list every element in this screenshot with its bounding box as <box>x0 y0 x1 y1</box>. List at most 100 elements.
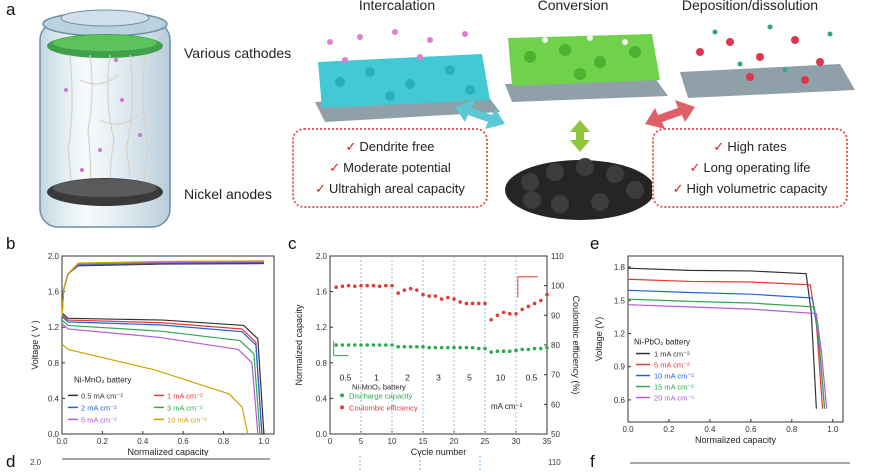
y-tick-label: 1.2 <box>316 323 328 332</box>
chart-d-tick-label: 2.0 <box>30 458 42 467</box>
y-tick-label: 1.2 <box>614 329 626 338</box>
x-tick-label: 0.6 <box>178 437 190 446</box>
efficiency-point <box>340 284 345 289</box>
capacity-point <box>334 343 338 347</box>
y-tick-label: 1.8 <box>614 263 626 272</box>
efficiency-point <box>346 283 351 288</box>
y-tick-label: 1.6 <box>316 288 328 297</box>
check-icon: ✓ <box>689 160 701 175</box>
conversion-slab <box>505 34 668 102</box>
y-tick-label: 0.0 <box>316 430 328 439</box>
efficiency-point <box>501 310 506 315</box>
y-tick-label: 1.2 <box>48 323 60 332</box>
legend-label: Discharge capacity <box>349 391 413 400</box>
legend-label: 10 mA cm⁻² <box>167 415 207 424</box>
legend-label: 5 mA cm⁻² <box>654 361 690 370</box>
legend-label: 1 mA cm⁻² <box>167 391 203 400</box>
x-tick-label: 0.0 <box>622 425 634 434</box>
y-tick-label: 2.0 <box>316 252 328 261</box>
x-tick-label: 1.0 <box>827 425 839 434</box>
capacity-point <box>520 347 524 352</box>
cathodes-label: Various cathodes <box>184 45 292 61</box>
efficiency-point <box>526 304 531 309</box>
capacity-point <box>371 343 376 347</box>
charge-curve <box>61 261 264 317</box>
efficiency-point <box>427 294 431 298</box>
efficiency-point <box>489 317 493 322</box>
feature-item: ✓ Ultrahigh areal capacity <box>315 181 465 196</box>
efficiency-point <box>359 283 363 288</box>
rate-label: 0.5 <box>340 373 352 383</box>
efficiency-point <box>470 301 475 306</box>
chart-e: 0.0 0.2 0.4 0.6 0.8 1.0 0.6 0.9 1.2 1.5 1.8 Normali… <box>594 255 844 445</box>
panel-label-f: f <box>590 452 595 471</box>
feature-item: ✓ High volumetric capacity <box>672 181 828 196</box>
x-tick-label: 5 <box>359 437 364 446</box>
rate-label: 10 <box>496 373 506 383</box>
y-tick-label: 1.5 <box>614 296 626 305</box>
unit-label: mA cm⁻² <box>491 402 523 411</box>
legend-label: 15 mA cm⁻² <box>654 383 694 392</box>
efficiency-point <box>446 295 450 300</box>
chart-annotation: Ni-PbO₂ battery <box>634 338 690 347</box>
legend-label: Coulombic efficiency <box>349 403 418 412</box>
capacity-point <box>390 343 394 347</box>
capacity-point <box>446 345 450 350</box>
x-axis-label: Normalized capacity <box>127 447 209 456</box>
x-axis-label: Normalized capacity <box>695 435 777 445</box>
arrow-center-double <box>570 120 590 152</box>
chart-annotation: Ni-MnO₂ battery <box>74 375 131 384</box>
efficiency-point <box>452 297 456 301</box>
anodes-label: Nickel anodes <box>184 186 272 202</box>
feature-item: ✓ Dendrite free <box>345 139 435 154</box>
x-tick-label: 0.2 <box>97 437 109 446</box>
x-tick-label: 0.4 <box>137 437 149 446</box>
y-axis-label: Voltage ( V ) <box>30 320 40 370</box>
legend-label: 5 mA cm⁻² <box>81 415 117 424</box>
discharge-curve <box>627 278 824 409</box>
x-tick-label: 0.4 <box>704 425 716 434</box>
capacity-point <box>408 344 413 349</box>
y2-tick-label: 50 <box>551 430 560 439</box>
efficiency-point <box>514 312 518 316</box>
x-tick-label: 0 <box>328 437 333 446</box>
x-tick-label: 25 <box>481 437 490 446</box>
y-tick-label: 0.4 <box>48 394 60 403</box>
discharge-curve <box>627 304 828 409</box>
y-tick-label: 0.8 <box>48 359 60 368</box>
y-tick-label: 0.6 <box>614 396 626 405</box>
x-tick-label: 0.8 <box>218 437 230 446</box>
y-tick-label: 0.8 <box>316 359 328 368</box>
nickel-anode-cluster <box>505 158 655 220</box>
capacity-point <box>396 344 400 349</box>
rate-label: 0.5 <box>526 373 538 383</box>
capacity-point <box>346 343 351 347</box>
efficiency-point <box>390 283 394 288</box>
x-tick-label: 0.8 <box>786 425 798 434</box>
efficiency-point <box>532 301 537 306</box>
stage-title-deposition: Deposition/dissolution <box>681 0 819 13</box>
check-icon: ✓ <box>672 181 684 196</box>
discharge-curve <box>61 343 249 435</box>
charge-curve <box>61 260 264 317</box>
efficiency-point <box>433 294 438 298</box>
rate-label: 2 <box>405 373 410 383</box>
battery-jar-illustration <box>39 9 171 228</box>
capacity-point <box>452 345 456 350</box>
feature-item: ✓ High rates <box>713 139 787 154</box>
y2-tick-label: 100 <box>551 282 565 291</box>
stage-title-intercalation: Intercalation <box>358 0 436 13</box>
legend-label: 1 mA cm⁻² <box>654 350 690 359</box>
panel-label-b: b <box>6 234 16 253</box>
x-tick-label: 10 <box>388 437 397 446</box>
capacity-point <box>508 349 512 354</box>
y2-tick-label: 110 <box>551 252 564 261</box>
legend-label: 20 mA cm⁻² <box>654 394 694 403</box>
chart-b: 0.0 0.2 0.4 0.6 0.8 1.0 0.0 0.4 0.8 1.2 1.6 2.0 Norm… <box>30 252 275 456</box>
efficiency-point <box>415 288 419 292</box>
plot-frame <box>61 255 275 435</box>
panel-label-c: c <box>288 234 297 253</box>
legend-label: 2 mA cm⁻² <box>81 403 117 412</box>
charge-curve <box>61 262 264 317</box>
efficiency-point <box>384 283 388 288</box>
